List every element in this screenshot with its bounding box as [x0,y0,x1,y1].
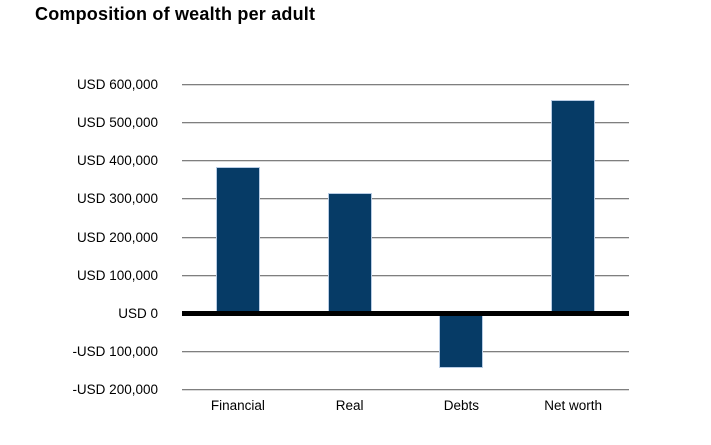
y-tick-label: USD 500,000 [76,115,158,131]
zero-axis-line [182,311,629,317]
x-axis-labels: Financial Real Debts Net worth [182,397,629,417]
chart-title: Composition of wealth per adult [35,4,316,24]
gridline [182,122,629,125]
y-tick-label: USD 200,000 [76,229,158,245]
gridline [182,389,629,391]
gridline [182,236,629,239]
gridline [182,84,629,86]
gridline [182,160,629,163]
bar-debts [439,313,484,368]
plot-area [182,84,629,391]
y-tick-label: -USD 200,000 [72,382,158,397]
y-axis-labels: USD 600,000 USD 500,000 USD 400,000 USD 300… [20,77,170,397]
bar-financial [215,166,260,314]
y-tick-label: USD 400,000 [76,153,158,169]
y-tick-label: USD 0 [118,305,158,321]
bar-net-worth [551,100,596,314]
x-tick-label: Financial [210,398,265,413]
x-tick-label: Net worth [544,398,603,413]
gridline [182,274,629,277]
y-tick-label: USD 600,000 [76,77,158,92]
y-tick-label: USD 100,000 [76,267,158,283]
y-tick-label: USD 300,000 [76,191,158,207]
gridline [182,198,629,201]
x-tick-label: Real [335,398,364,413]
bar-real [327,192,372,314]
x-tick-label: Debts [443,398,480,413]
y-tick-label: -USD 100,000 [72,343,158,359]
gridline [182,350,629,353]
